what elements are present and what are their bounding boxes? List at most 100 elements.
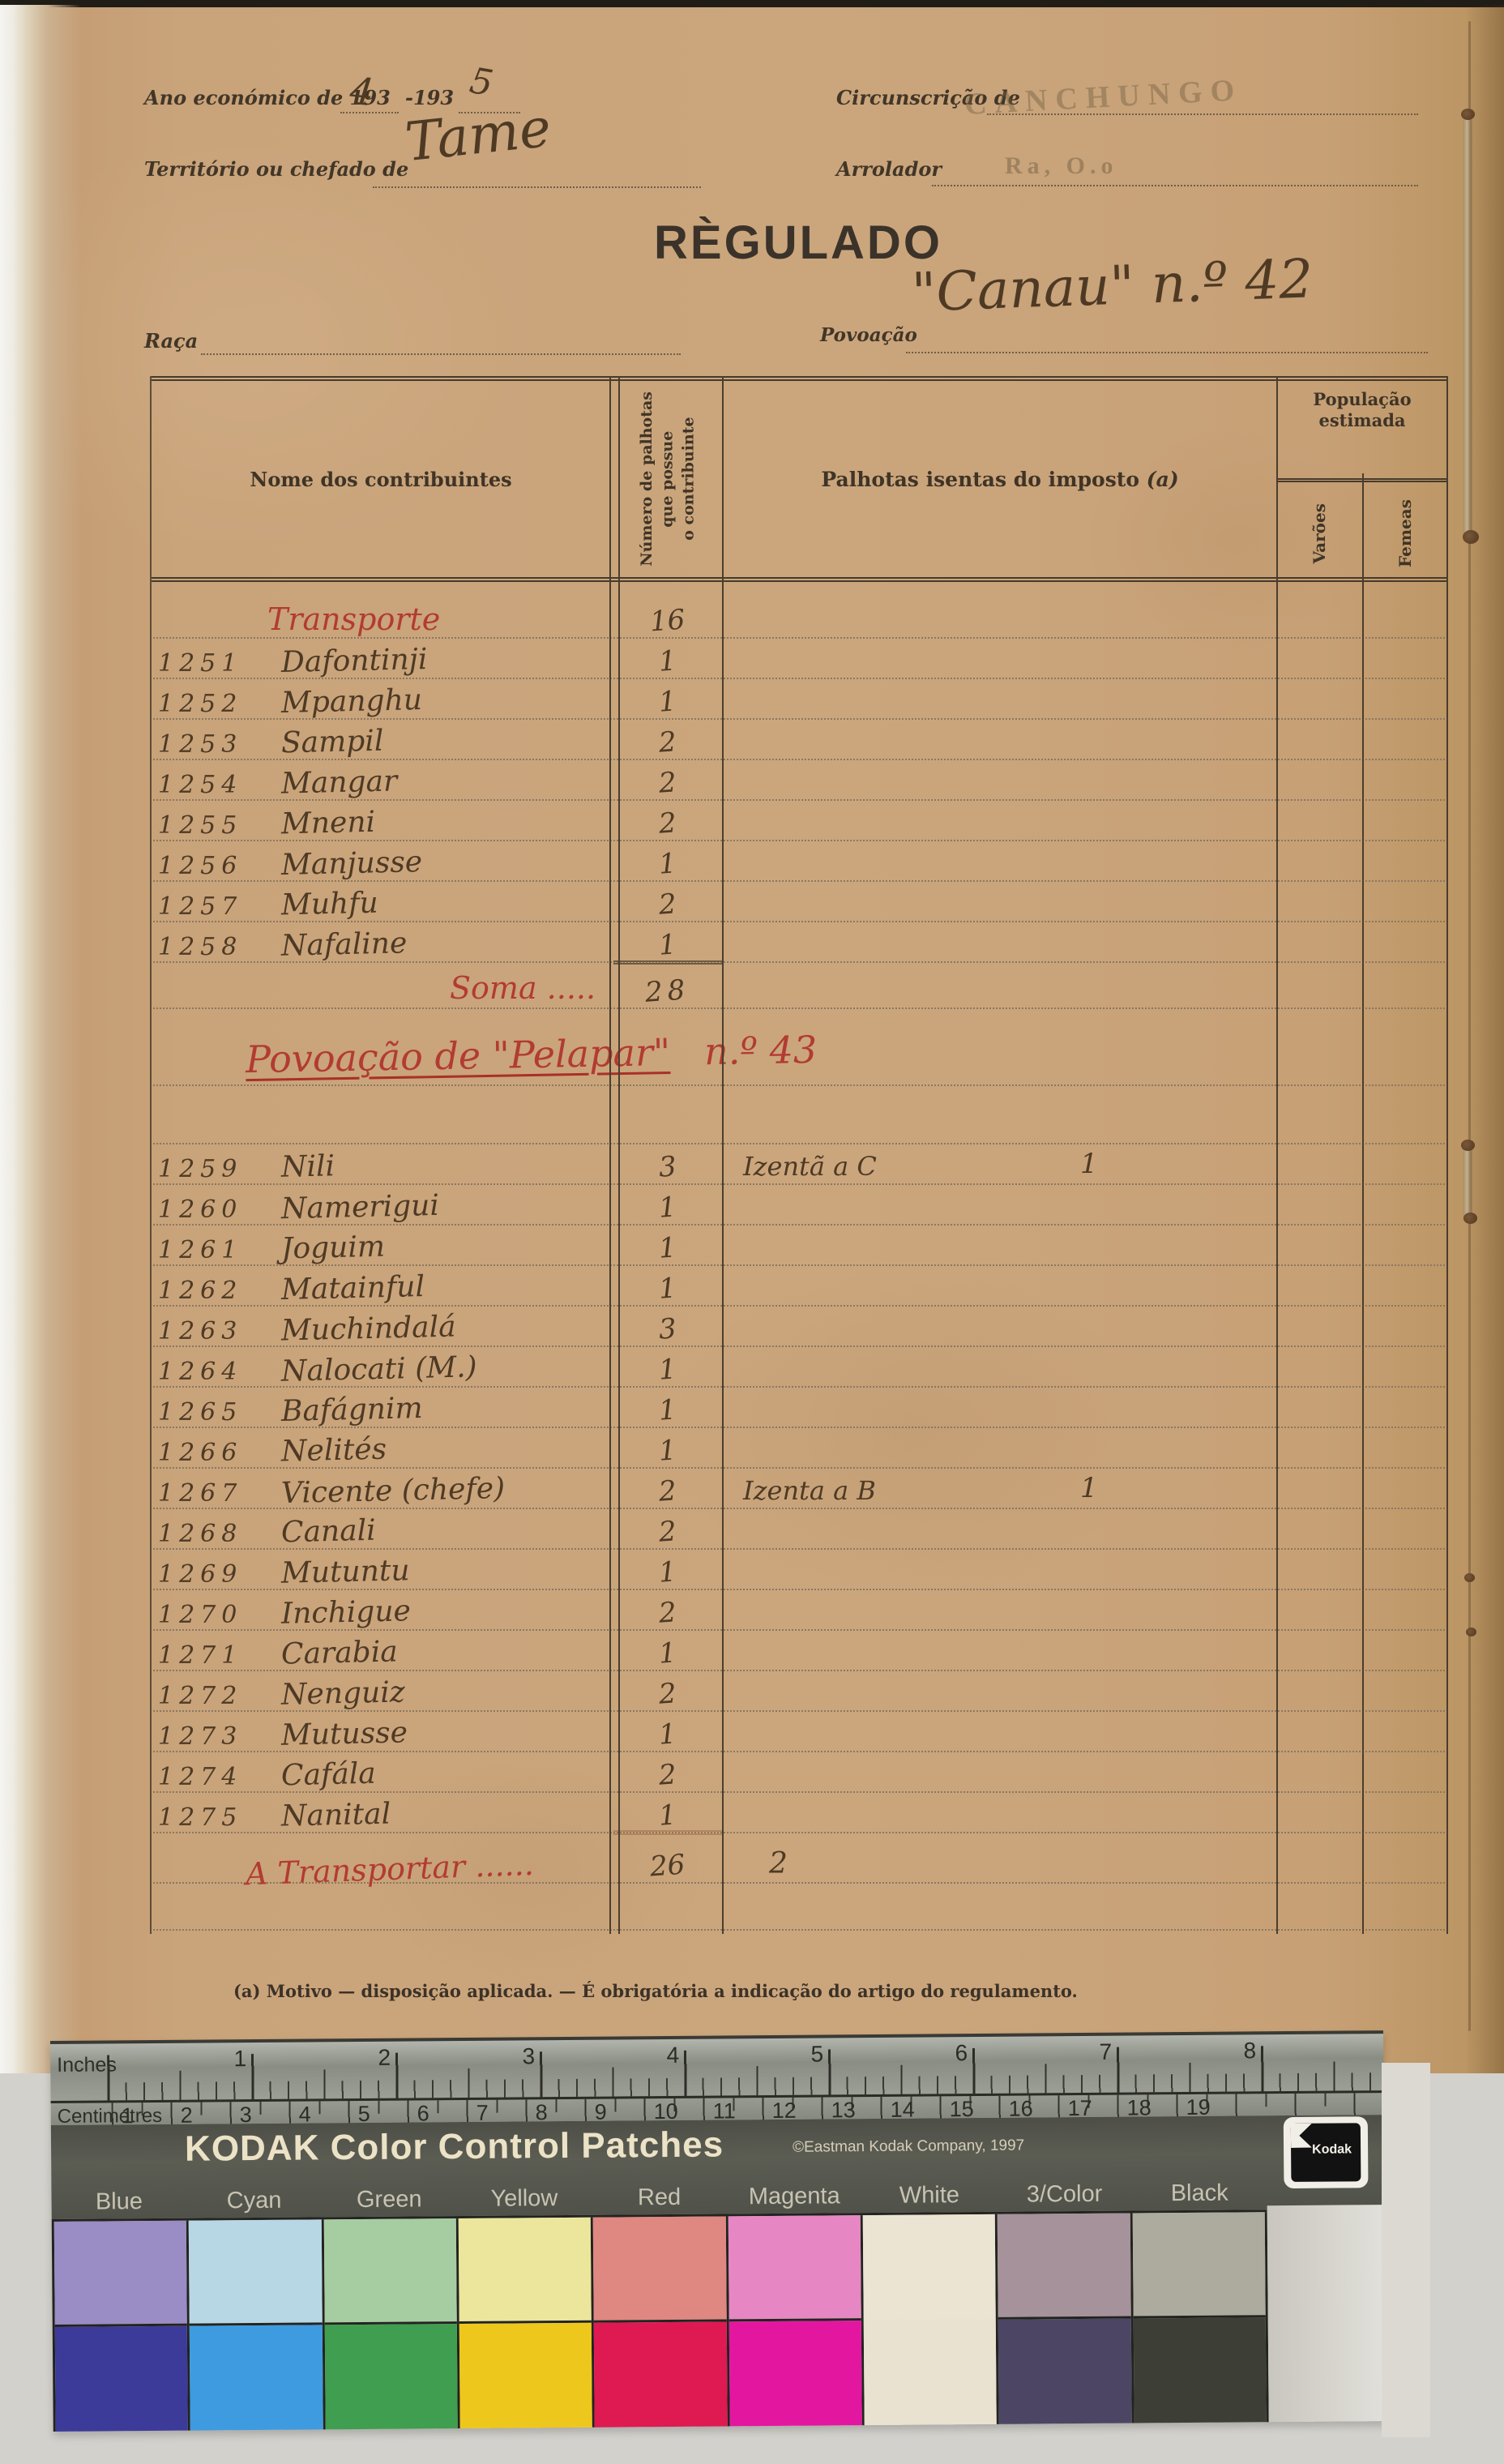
stitch-hole bbox=[1463, 530, 1479, 544]
patch-saturated bbox=[863, 2319, 998, 2426]
stitch-hole bbox=[1461, 109, 1475, 120]
circunscricao-label: Circunscrição de bbox=[836, 86, 1020, 109]
table-row: 1256 Manjusse 1 bbox=[150, 841, 1448, 882]
inch-number: 8 bbox=[1243, 2038, 1257, 2064]
row-number: 1271 bbox=[158, 1641, 243, 1670]
row-number: 1262 bbox=[158, 1277, 243, 1305]
palhotas-count: 2 bbox=[657, 766, 678, 800]
page-title: RÈGULADO bbox=[654, 216, 942, 269]
page-crease bbox=[1468, 21, 1471, 2031]
kodak-strip-title: KODAK Color Control Patches bbox=[184, 2124, 724, 2169]
spacer-row bbox=[150, 1086, 1448, 1144]
table-row: 1275 Nanital 1 bbox=[150, 1793, 1448, 1833]
contributor-name: Mneni bbox=[280, 805, 376, 841]
column-header-isentas: Palhotas isentas do imposto (a) bbox=[821, 467, 1179, 491]
color-patches bbox=[51, 2209, 1269, 2432]
kodak-logo: Kodak bbox=[1283, 2116, 1369, 2189]
transporte-value: 16 bbox=[649, 603, 686, 639]
row-number: 1263 bbox=[158, 1317, 243, 1345]
varoes-femeas-divider bbox=[1362, 473, 1364, 1934]
table-body: Transporte 16 1251 Dafontinji 1 bbox=[150, 597, 1448, 1931]
section-heading: Povoação de "Pelapar" n.º 43 bbox=[245, 1027, 818, 1082]
raca-blank bbox=[201, 353, 681, 355]
arrolador-blank bbox=[932, 185, 1418, 186]
fiscal-year-separator: -193 bbox=[405, 86, 455, 109]
row-number: 1259 bbox=[158, 1155, 243, 1183]
patch-light bbox=[189, 2219, 323, 2324]
row-number: 1252 bbox=[158, 690, 243, 718]
book-top-edge bbox=[0, 0, 1504, 7]
arrolador-stamp: Ra, O.o bbox=[1005, 152, 1118, 179]
palhotas-count: 1 bbox=[657, 1191, 678, 1225]
table-row: 1257 Muhfu 2 bbox=[150, 882, 1448, 922]
patch-label: Black bbox=[1170, 2180, 1228, 2207]
patch-saturated bbox=[190, 2325, 323, 2431]
patch-column bbox=[51, 2220, 191, 2432]
palhotas-count: 1 bbox=[657, 1434, 678, 1468]
palhotas-count: 1 bbox=[657, 644, 678, 678]
soma-value: 28 bbox=[644, 973, 691, 1009]
contributor-name: Nelités bbox=[280, 1432, 387, 1469]
table-row: 1264 Nalocati (M.) 1 bbox=[150, 1347, 1448, 1388]
row-number: 1254 bbox=[158, 771, 243, 799]
patch-column bbox=[1132, 2212, 1269, 2423]
patch-light bbox=[53, 2220, 188, 2325]
patch-column bbox=[998, 2213, 1134, 2424]
stitch-hole bbox=[1463, 1213, 1477, 1224]
palhotas-count: 2 bbox=[657, 1677, 678, 1711]
row-number: 1258 bbox=[158, 933, 243, 961]
territorio-blank bbox=[373, 186, 701, 188]
a-transportar-isentas: 2 bbox=[769, 1847, 788, 1880]
row-number: 1261 bbox=[158, 1236, 243, 1264]
table-row: 1265 Bafágnim 1 bbox=[150, 1388, 1448, 1428]
palhotas-right-rule bbox=[722, 376, 724, 1934]
patch-column bbox=[323, 2218, 460, 2430]
table-row: 1251 Dafontinji 1 bbox=[150, 639, 1448, 679]
patch-light bbox=[1132, 2212, 1266, 2316]
column-header-varoes: Varões bbox=[1309, 503, 1329, 564]
row-number: 1273 bbox=[158, 1722, 243, 1751]
column-header-populacao: População estimada bbox=[1313, 389, 1412, 431]
table-row: 1253 Sampil 2 bbox=[150, 720, 1448, 760]
kodak-title-band: KODAK Color Control Patches ©Eastman Kod… bbox=[50, 2115, 1385, 2219]
inch-number: 3 bbox=[522, 2043, 536, 2069]
sum-rule bbox=[613, 960, 722, 965]
palhotas-count: 2 bbox=[657, 1758, 678, 1792]
contributor-name: Nafaline bbox=[280, 926, 408, 963]
palhotas-count: 2 bbox=[657, 1474, 678, 1508]
contributor-name: Nalocati (M.) bbox=[280, 1350, 478, 1388]
row-number: 1251 bbox=[158, 649, 243, 678]
strip-right-blank bbox=[1267, 2205, 1386, 2423]
table-row: 1266 Nelités 1 bbox=[150, 1428, 1448, 1469]
row-number: 1255 bbox=[158, 811, 243, 840]
soma-row: Soma ..... 28 bbox=[150, 960, 1448, 1009]
contributor-name: Mutusse bbox=[280, 1716, 408, 1752]
table-row: 1261 Joguim 1 bbox=[150, 1226, 1448, 1266]
circunscricao-blank bbox=[987, 113, 1418, 115]
carry-rule bbox=[613, 1830, 722, 1835]
palhotas-count: 2 bbox=[657, 1515, 678, 1549]
table-row: 1255 Mneni 2 bbox=[150, 801, 1448, 841]
section-heading-row: Povoação de "Pelapar" n.º 43 bbox=[150, 1009, 1448, 1086]
contributor-name: Bafágnim bbox=[280, 1392, 424, 1428]
palhotas-left-rule-outer bbox=[609, 376, 611, 1934]
patch-column bbox=[593, 2216, 730, 2428]
table-left-rule bbox=[150, 376, 152, 1934]
table-right-rule bbox=[1446, 376, 1448, 1934]
palhotas-count: 1 bbox=[657, 928, 678, 962]
patch-light bbox=[458, 2217, 592, 2322]
contributor-name: Cafála bbox=[280, 1756, 377, 1793]
palhotas-count: 1 bbox=[657, 1353, 678, 1387]
palhotas-count: 2 bbox=[657, 1596, 678, 1630]
column-header-femeas: Femeas bbox=[1395, 499, 1415, 567]
row-number: 1269 bbox=[158, 1560, 243, 1589]
table-row: 1269 Mutuntu 1 bbox=[150, 1550, 1448, 1590]
binding-thread-top bbox=[1463, 118, 1471, 540]
patch-saturated bbox=[1133, 2317, 1267, 2423]
row-number: 1267 bbox=[158, 1479, 243, 1508]
table-row: 1268 Canali 2 bbox=[150, 1509, 1448, 1550]
palhotas-count: 2 bbox=[657, 806, 678, 841]
table-row: 1262 Matainful 1 bbox=[150, 1266, 1448, 1307]
palhotas-count: 1 bbox=[657, 1636, 678, 1670]
document-page: Ano económico de 193 4 -193 5 Circunscri… bbox=[0, 5, 1504, 2073]
